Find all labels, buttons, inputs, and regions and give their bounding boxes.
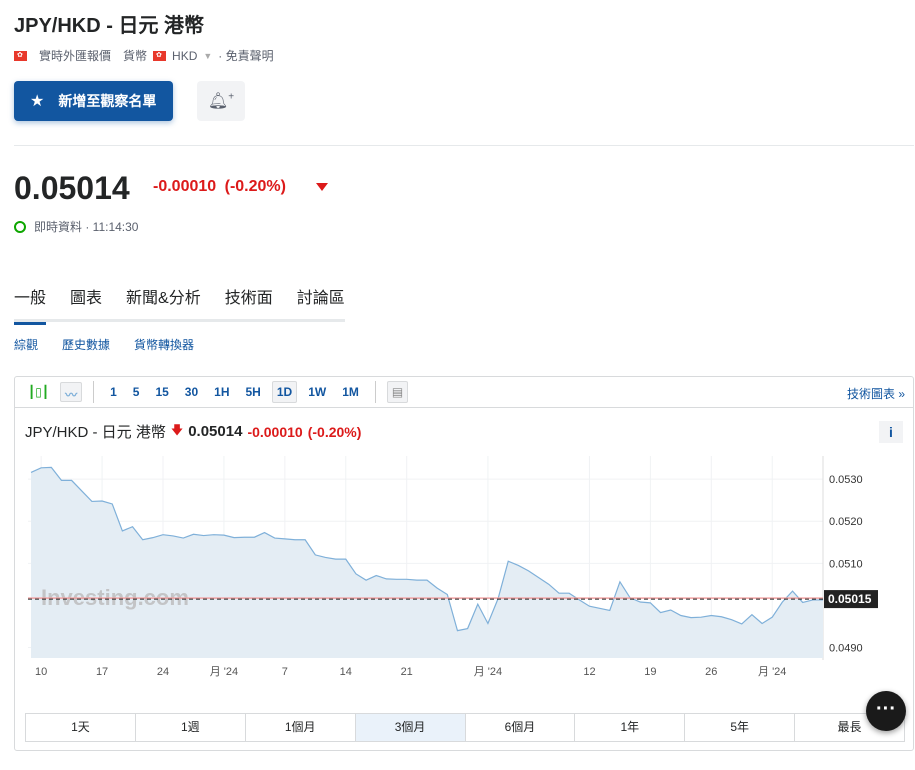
hk-flag-icon — [14, 50, 27, 61]
change-percent: (-0.20%) — [224, 178, 286, 195]
type-label: 貨幣 — [123, 49, 148, 63]
tab-technical[interactable]: 技術面 — [224, 290, 273, 307]
status-text: 即時資料 · 11:14:30 — [34, 220, 139, 234]
interval-5h[interactable]: 5H — [245, 385, 261, 399]
range-1w[interactable]: 1週 — [136, 714, 246, 741]
main-tabs: 一般 圖表 新聞&分析 技術面 討論區 — [14, 284, 345, 325]
interval-1m[interactable]: 1M — [342, 385, 359, 399]
chart-widget: ┃▯┃ 〰 1 5 15 30 1H 5H 1D 1W 1M ▤ 技術圖表 » … — [14, 376, 914, 751]
range-max[interactable]: 最長 — [837, 720, 862, 734]
change-value: -0.00010 — [153, 178, 217, 195]
range-6m[interactable]: 6個月 — [466, 714, 576, 741]
price-chart[interactable]: 0.0530 0.0520 0.0510 0.0490 10 17 24 月 '24 7 14 21… — [15, 447, 913, 692]
tab-general[interactable]: 一般 — [14, 284, 47, 325]
down-arrow-icon: 🡇 — [170, 423, 184, 437]
x-tick-label: 月 '24 — [210, 666, 238, 678]
x-tick-label: 17 — [96, 666, 108, 678]
y-tick-label: 0.0520 — [829, 516, 863, 528]
interval-1[interactable]: 1 — [110, 385, 117, 399]
currency-selector[interactable]: HKD — [172, 48, 198, 63]
disclaimer-link[interactable]: · 免責聲明 — [218, 49, 274, 63]
toolbar-separator — [93, 381, 95, 403]
hk-flag-icon — [153, 50, 167, 61]
interval-1d[interactable]: 1D — [271, 381, 298, 403]
subtab-overview[interactable]: 綜觀 — [14, 338, 39, 352]
subtab-converter[interactable]: 貨幣轉換器 — [134, 338, 195, 352]
x-tick-label: 24 — [157, 666, 169, 678]
range-3m[interactable]: 3個月 — [355, 714, 466, 741]
more-options-button[interactable]: ··· — [866, 691, 906, 731]
sub-tabs: 綜觀 歷史數據 貨幣轉換器 — [14, 336, 194, 353]
area-fill — [31, 467, 823, 658]
price-change: -0.00010 (-0.20%) — [153, 178, 286, 196]
interval-15[interactable]: 15 — [155, 385, 169, 399]
watchlist-label: 新增至觀察名單 — [58, 93, 157, 109]
toolbar-separator — [374, 381, 376, 403]
price-line — [30, 466, 823, 632]
chart-change-pct: (-0.20%) — [307, 423, 362, 440]
star-icon: ★ — [30, 93, 45, 110]
current-price-box — [824, 590, 878, 609]
x-tick-label: 12 — [583, 666, 595, 678]
x-tick-label: 7 — [282, 666, 288, 678]
divider — [14, 145, 914, 146]
meta-label: 實時外匯報價 — [39, 49, 112, 63]
instrument-meta: 實時外匯報價 貨幣 HKD ▼ · 免責聲明 — [14, 47, 274, 64]
interval-5[interactable]: 5 — [132, 385, 140, 399]
data-status: 即時資料 · 11:14:30 — [14, 218, 139, 235]
down-triangle-icon — [316, 183, 328, 191]
range-selector: 1天 1週 1個月 3個月 6個月 1年 5年 最長 — [25, 713, 905, 742]
x-tick-label: 14 — [340, 666, 352, 678]
last-price: 0.05014 — [14, 170, 130, 206]
info-button[interactable]: i — [879, 421, 903, 443]
tab-chart[interactable]: 圖表 — [70, 290, 103, 307]
create-alert-button[interactable]: 🔔︎+ — [197, 81, 245, 121]
interval-1w[interactable]: 1W — [308, 385, 327, 399]
range-1m[interactable]: 1個月 — [246, 714, 356, 741]
technical-chart-link[interactable]: 技術圖表 » — [846, 387, 905, 401]
range-5y[interactable]: 5年 — [685, 714, 796, 741]
tab-discussion[interactable]: 討論區 — [296, 290, 345, 307]
x-tick-label: 月 '24 — [758, 666, 786, 678]
add-to-watchlist-button[interactable]: ★ 新增至觀察名單 — [14, 81, 173, 121]
candlestick-icon[interactable]: ┃▯┃ — [28, 385, 50, 399]
x-tick-label: 26 — [705, 666, 717, 678]
range-1d[interactable]: 1天 — [26, 714, 136, 741]
tab-news[interactable]: 新聞&分析 — [126, 290, 201, 307]
page-title: JPY/HKD - 日元 港幣 — [14, 15, 205, 37]
area-chart-icon[interactable]: 〰 — [60, 382, 83, 402]
x-tick-label: 10 — [35, 666, 47, 678]
chart-symbol: JPY/HKD - 日元 港幣 — [25, 424, 166, 441]
range-1y[interactable]: 1年 — [575, 714, 686, 741]
x-tick-label: 21 — [401, 666, 413, 678]
y-tick-label: 0.0510 — [829, 558, 863, 570]
y-tick-label: 0.0490 — [829, 642, 863, 654]
x-tick-label: 月 '24 — [474, 666, 502, 678]
interval-30[interactable]: 30 — [184, 385, 199, 399]
bell-plus-icon: 🔔︎+ — [207, 91, 235, 110]
clock-icon — [14, 220, 26, 233]
x-tick-label: 19 — [644, 666, 656, 678]
chart-change: -0.00010 — [247, 423, 303, 440]
chart-title: JPY/HKD - 日元 港幣 🡇 0.05014 -0.00010 (-0.2… — [25, 421, 361, 442]
chart-price: 0.05014 — [188, 423, 243, 440]
chart-toolbar: ┃▯┃ 〰 1 5 15 30 1H 5H 1D 1W 1M ▤ 技術圖表 » — [15, 377, 913, 408]
subtab-historical[interactable]: 歷史數據 — [62, 338, 111, 352]
y-tick-label: 0.0530 — [829, 474, 863, 486]
current-price-label: 0.05015 — [828, 592, 872, 606]
chevron-down-icon[interactable]: ▼ — [203, 50, 213, 61]
layout-icon[interactable]: ▤ — [386, 381, 409, 403]
ellipsis-icon: ··· — [876, 698, 896, 720]
interval-1h[interactable]: 1H — [214, 385, 230, 399]
